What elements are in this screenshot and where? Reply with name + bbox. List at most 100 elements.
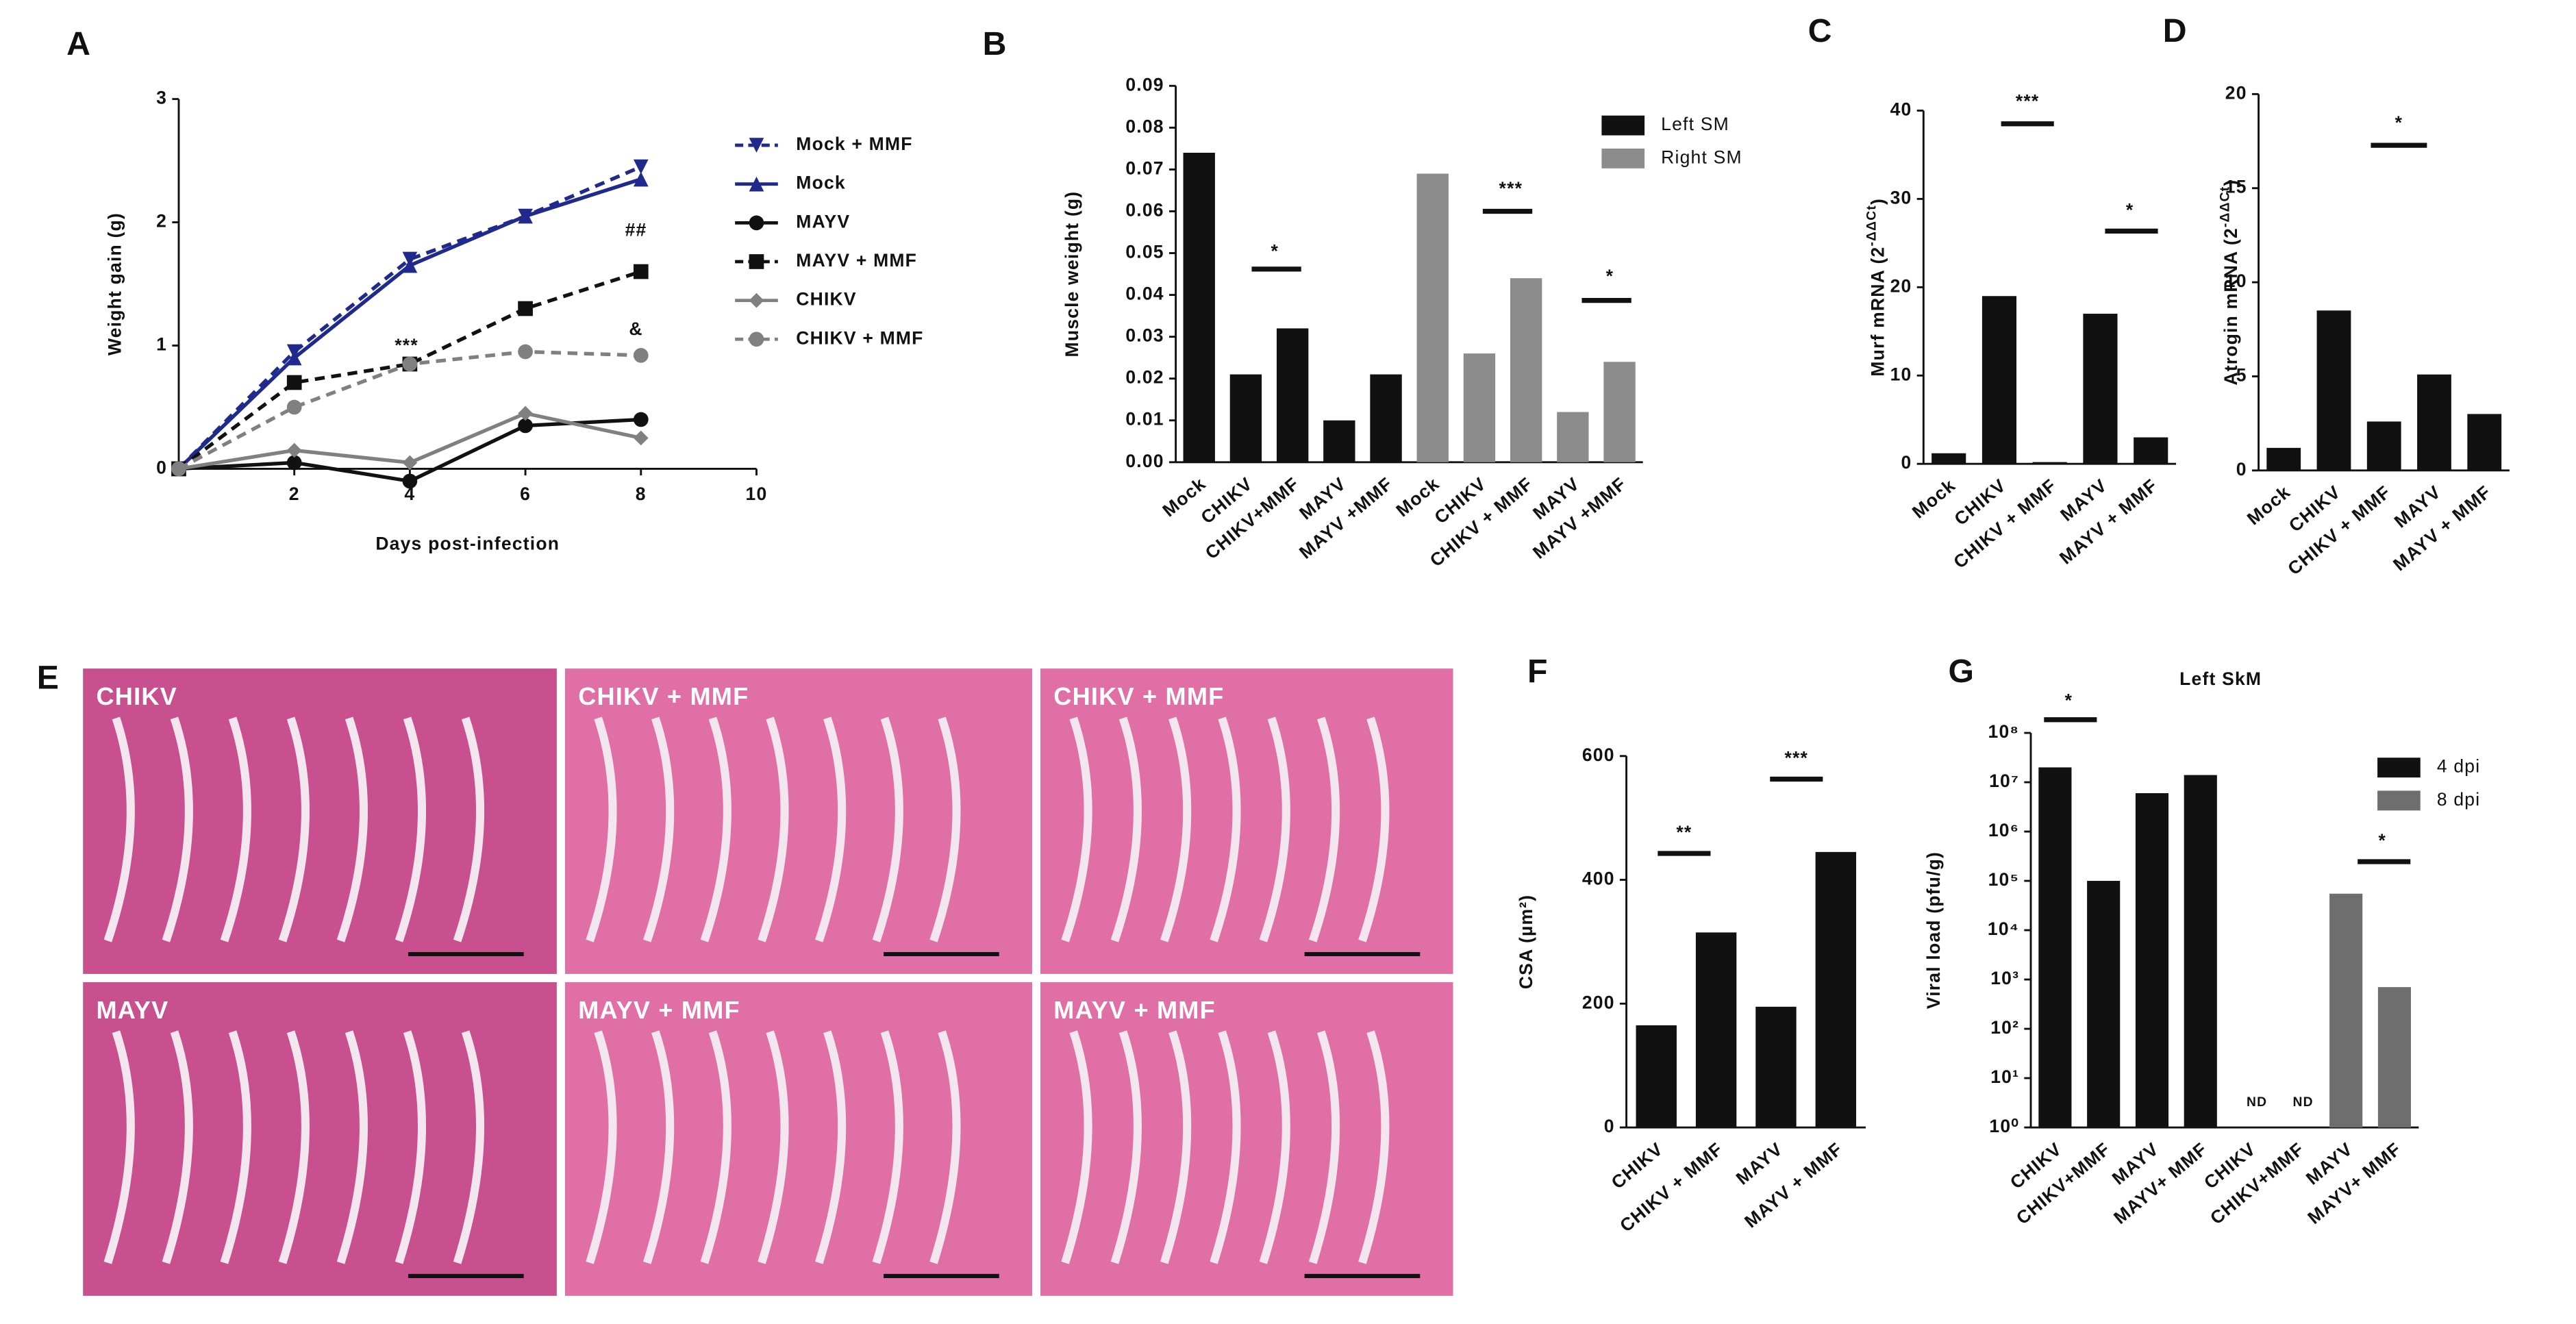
annotation: ND xyxy=(2247,1095,2267,1110)
tissue-gap xyxy=(220,716,251,942)
x-tick-label: CHIKV + MMF xyxy=(1616,1138,1727,1236)
annotation: * xyxy=(2395,112,2403,133)
bar xyxy=(1695,932,1737,1128)
histology-image xyxy=(564,982,1032,1296)
bar xyxy=(2032,462,2067,464)
bar xyxy=(2266,447,2301,471)
y-tick-label: 10¹ xyxy=(1990,1066,2019,1087)
legend-label: Left SM xyxy=(1661,114,1729,134)
marker xyxy=(633,430,649,446)
y-tick-label: 0.06 xyxy=(1125,199,1164,220)
panel-letter: F xyxy=(1527,653,1549,690)
panel-letter: E xyxy=(37,660,60,697)
tissue-gap xyxy=(872,1030,903,1264)
annotation: * xyxy=(1606,266,1614,286)
y-tick-label: 2 xyxy=(156,211,167,232)
tissue-gap xyxy=(700,1030,731,1264)
y-tick-label: 10⁰ xyxy=(1989,1116,2019,1136)
bar xyxy=(2377,987,2412,1128)
bar xyxy=(1276,328,1309,462)
y-tick-label: 30 xyxy=(1890,187,1912,208)
marker xyxy=(518,208,533,224)
y-tick-label: 0.02 xyxy=(1125,367,1164,388)
bar xyxy=(2417,374,2451,471)
bar xyxy=(1229,374,1262,462)
y-tick-label: 10 xyxy=(2225,271,2247,291)
annotation: * xyxy=(2126,199,2134,220)
marker xyxy=(286,442,302,458)
tissue-gap xyxy=(278,716,310,942)
histology-image xyxy=(564,669,1032,974)
marker xyxy=(633,348,649,363)
marker xyxy=(402,356,418,372)
y-tick-label: 10⁴ xyxy=(1988,919,2019,939)
marker xyxy=(402,455,418,471)
annotation: * xyxy=(2379,830,2387,851)
image-label: CHIKV + MMF xyxy=(1053,682,1224,710)
y-tick-label: 10⁵ xyxy=(1988,869,2020,890)
bar xyxy=(1557,412,1589,462)
tissue-gap xyxy=(643,716,675,942)
legend-label: CHIKV + MMF xyxy=(796,327,923,348)
tissue-gap xyxy=(1210,716,1241,942)
y-tick-label: 0.00 xyxy=(1125,451,1164,471)
legend-swatch xyxy=(2377,790,2421,811)
y-axis-label-sup: -ΔΔCt xyxy=(2218,186,2232,227)
image-label: MAYV + MMF xyxy=(1053,996,1216,1024)
bar xyxy=(1981,296,2017,464)
bar xyxy=(2329,893,2363,1128)
tissue-gap xyxy=(1259,716,1290,942)
y-tick-label: 3 xyxy=(156,88,167,108)
annotation: * xyxy=(2065,690,2073,710)
y-tick-label: 0.03 xyxy=(1125,325,1164,346)
legend-label: CHIKV xyxy=(796,289,856,310)
y-axis-label-text: Weight gain (g) xyxy=(104,212,125,355)
bar xyxy=(2467,414,2502,471)
y-tick-label: 20 xyxy=(1890,275,1912,296)
annotation: *** xyxy=(1784,748,1808,769)
annotation: ** xyxy=(1676,822,1692,842)
x-tick-label: MAYV xyxy=(1732,1138,1787,1189)
bar xyxy=(1931,453,1966,464)
tissue-gap xyxy=(1358,1030,1390,1264)
y-tick-label: 0 xyxy=(1901,452,1912,473)
x-tick-label: 2 xyxy=(289,484,300,504)
legend-swatch xyxy=(1601,148,1645,168)
legend-marker xyxy=(749,215,764,231)
tissue-gap xyxy=(929,716,961,942)
tissue-gap xyxy=(395,716,426,942)
x-tick-label: 6 xyxy=(520,484,531,504)
image-label: CHIKV xyxy=(96,682,177,710)
y-axis-label: CSA (µm²) xyxy=(1516,895,1536,989)
tissue-gap xyxy=(453,716,485,942)
legend-marker xyxy=(749,254,764,269)
legend-label: Mock xyxy=(796,173,846,193)
tissue-gap xyxy=(642,1030,675,1264)
annotation: ND xyxy=(2293,1095,2314,1110)
tissue-gap xyxy=(1061,716,1092,942)
tissue-gap xyxy=(814,1030,847,1264)
tissue-gap xyxy=(336,1030,368,1264)
histology-image xyxy=(1040,669,1453,974)
y-tick-label: 0.01 xyxy=(1125,409,1164,429)
annotation: *** xyxy=(395,335,418,355)
tissue-gap xyxy=(1061,1030,1092,1264)
bar xyxy=(1815,851,1857,1128)
y-tick-label: 600 xyxy=(1582,745,1615,765)
y-tick-label: 1 xyxy=(156,334,167,354)
y-tick-label: 10 xyxy=(1890,364,1912,384)
tissue-gap xyxy=(814,716,847,942)
chart-title: Left SkM xyxy=(2179,669,2262,689)
tissue-gap xyxy=(1358,716,1390,942)
legend-swatch xyxy=(2377,758,2421,778)
y-axis-label-end: ) xyxy=(1867,198,1888,205)
y-tick-label: 10² xyxy=(1990,1017,2019,1038)
bar xyxy=(1603,362,1636,462)
tissue-gap xyxy=(220,1030,251,1264)
tissue-gap xyxy=(586,1030,617,1264)
annotation: *** xyxy=(1499,178,1523,199)
series-line xyxy=(177,177,642,471)
series-line xyxy=(177,269,642,471)
legend-label: MAYV + MMF xyxy=(796,250,917,271)
bar xyxy=(1370,374,1402,462)
